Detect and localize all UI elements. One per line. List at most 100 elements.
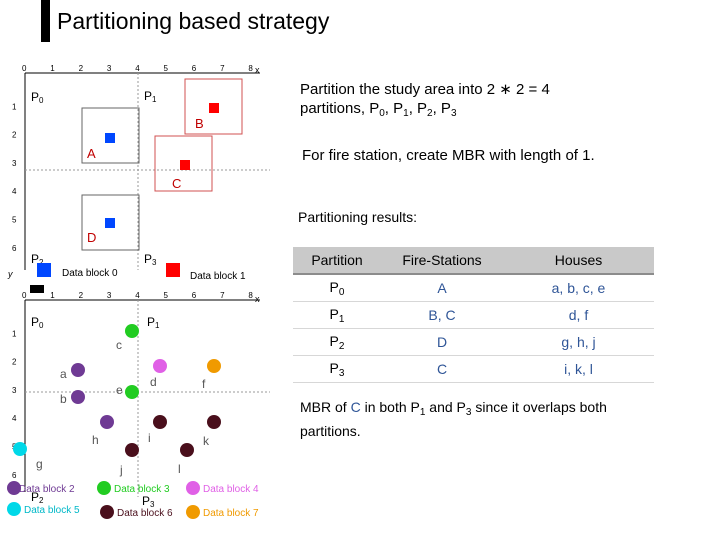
fire-stations-cell: A	[437, 280, 447, 296]
x-tick-label: 5	[164, 64, 169, 73]
legend-block1-label: Data block 1	[190, 271, 246, 282]
x-tick-label: 2	[79, 64, 84, 73]
mbr-box-a	[81, 107, 140, 164]
y-tick-label: 2	[12, 358, 17, 367]
y-tick-label: 4	[12, 414, 17, 423]
legend-block5-swatch	[7, 502, 21, 516]
partition-p3-label: P3	[144, 252, 157, 267]
x-tick-label: 2	[79, 291, 84, 300]
mbr-note: For fire station, create MBR with length…	[302, 147, 595, 164]
fire-stations-cell: B, C	[428, 307, 456, 323]
house-h-marker	[100, 415, 114, 429]
x-tick-label: 3	[107, 291, 112, 300]
y-tick-label: 2	[12, 131, 17, 140]
house-e-marker	[125, 385, 139, 399]
y-tick-label: 5	[12, 216, 17, 225]
legend-block2-swatch	[7, 481, 21, 495]
house-h-label: h	[92, 433, 99, 447]
station-b-label: B	[195, 116, 204, 131]
table-row: P0 A a, b, c, e	[293, 274, 654, 302]
legend-block1-swatch	[166, 263, 180, 277]
results-table: Partition Fire-Stations Houses P0 A a, b…	[293, 247, 654, 383]
results-label: Partitioning results:	[298, 209, 418, 225]
y-tick-label: 3	[12, 159, 17, 168]
page-title: Partitioning based strategy	[57, 8, 330, 34]
house-a-marker	[71, 363, 85, 377]
partition-p0-label: P0	[31, 90, 44, 105]
house-f-label: f	[202, 377, 206, 391]
station-d-marker	[105, 218, 115, 228]
houses-cell: g, h, j	[561, 334, 596, 350]
house-b-label: b	[60, 392, 67, 406]
house-e-label: e	[116, 383, 123, 397]
title-accent-bar	[41, 0, 50, 42]
intro-line-2: partitions, P0, P1, P2, P3	[300, 100, 457, 119]
x-tick-label: 3	[107, 64, 112, 73]
house-l-label: l	[178, 462, 181, 476]
y-axis-label: y	[7, 269, 13, 279]
house-k-marker	[207, 415, 221, 429]
house-d-marker	[153, 359, 167, 373]
house-a-label: a	[60, 367, 67, 381]
footnote: MBR of C in both P1 and P3 since it over…	[300, 399, 607, 439]
legend-block0-swatch	[37, 263, 51, 277]
house-j-marker	[125, 443, 139, 457]
legend-block7-swatch	[186, 505, 200, 519]
table-row: P2 D g, h, j	[293, 329, 654, 356]
house-j-label: j	[119, 463, 123, 477]
legend-block4-swatch	[186, 481, 200, 495]
x-tick-label: 8	[248, 291, 253, 300]
legend-block0-label: Data block 0	[62, 268, 118, 279]
legend-block7-label: Data block 7	[203, 508, 259, 519]
x-axis-label: x	[255, 65, 260, 75]
fire-stations-cell: D	[436, 334, 448, 350]
intro-line-1: Partition the study area into 2 ∗ 2 = 4	[300, 81, 550, 98]
table-row: P3 C i, k, l	[293, 356, 654, 383]
partition-cell: P1	[329, 305, 345, 325]
x-tick-label: 4	[135, 291, 140, 300]
partition-p1-label: P1	[147, 315, 160, 330]
x-tick-label: 4	[135, 64, 140, 73]
table-row: P1 B, C d, f	[293, 302, 654, 329]
station-a-label: A	[87, 146, 96, 161]
house-d-label: d	[150, 375, 157, 389]
fire-stations-cell: C	[436, 361, 448, 377]
house-c-label: c	[116, 338, 122, 352]
mbr-box-b	[184, 78, 243, 135]
mbr-box-d	[81, 194, 140, 251]
header-partition: Partition	[293, 247, 381, 275]
legend-block6-swatch	[100, 505, 114, 519]
x-axis-label: x	[255, 294, 260, 304]
house-c-marker	[125, 324, 139, 338]
header-houses: Houses	[503, 247, 654, 275]
x-tick-label: 6	[192, 64, 197, 73]
houses-cell: d, f	[568, 307, 589, 323]
station-c-label: C	[172, 176, 181, 191]
station-c-marker	[180, 160, 190, 170]
house-k-label: k	[203, 434, 210, 448]
x-tick-label: 0	[22, 64, 27, 73]
house-g-marker	[13, 442, 27, 456]
partition-cell: P0	[329, 278, 345, 298]
house-g-label: g	[36, 457, 43, 471]
x-tick-label: 5	[164, 291, 169, 300]
x-tick-label: 8	[248, 64, 253, 73]
partition-p2-label: P2	[31, 490, 44, 505]
legend-marker-strip	[30, 285, 44, 293]
intro-text: Partition the study area into 2 ∗ 2 = 4 …	[300, 80, 630, 123]
house-l-marker	[180, 443, 194, 457]
partition-p1-label: P1	[144, 89, 157, 104]
x-tick-label: 7	[220, 291, 225, 300]
x-tick-label: 0	[22, 291, 27, 300]
y-tick-label: 3	[12, 386, 17, 395]
station-b-marker	[209, 103, 219, 113]
house-i-marker	[153, 415, 167, 429]
partition-cell: P2	[329, 332, 345, 352]
y-tick-label: 1	[12, 102, 17, 111]
x-tick-label: 1	[50, 291, 55, 300]
y-tick-label: 6	[12, 244, 17, 253]
